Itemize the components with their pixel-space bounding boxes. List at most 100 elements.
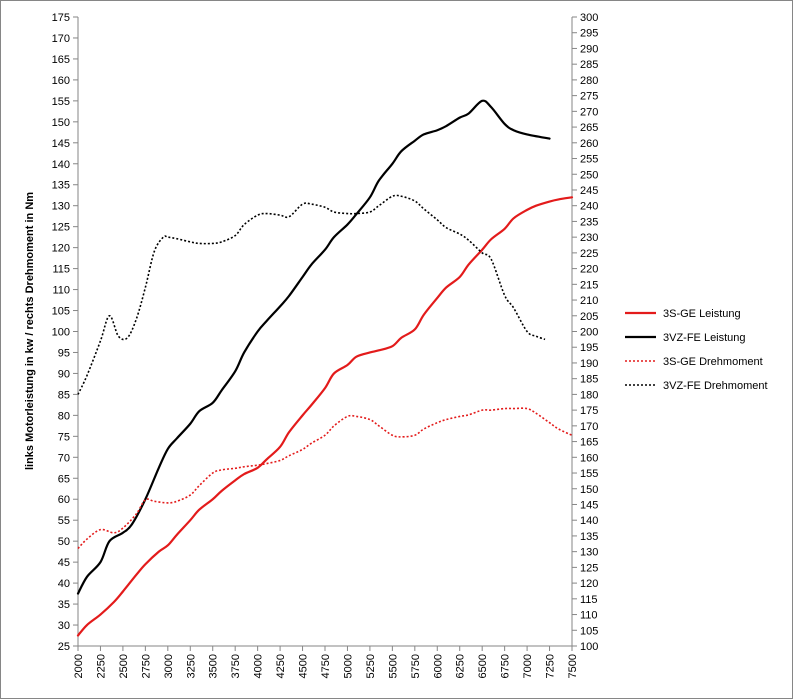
y-right-tick-label: 270 (580, 106, 598, 118)
x-tick-label: 3000 (163, 654, 175, 678)
x-tick-label: 6750 (500, 654, 512, 678)
x-tick-label: 4500 (298, 654, 310, 678)
y-right-tick-label: 145 (580, 499, 598, 511)
x-tick-label: 2000 (73, 654, 85, 678)
y-left-tick-label: 25 (58, 641, 70, 653)
y-right-tick-label: 230 (580, 232, 598, 244)
y-right-tick-label: 130 (580, 547, 598, 559)
series-line-3vz-fe-leistung (76, 99, 551, 595)
y-left-tick-label: 80 (58, 410, 70, 422)
y-left-tick-label: 125 (52, 222, 70, 234)
y-right-tick-label: 215 (580, 279, 598, 291)
x-tick-label: 2750 (140, 654, 152, 678)
y-right-tick-label: 285 (580, 59, 598, 71)
y-right-tick-label: 160 (580, 452, 598, 464)
y-left-tick-label: 130 (52, 201, 70, 213)
y-right-tick-label: 225 (580, 248, 598, 260)
x-tick-label: 4750 (320, 654, 332, 678)
y-right-tick-label: 170 (580, 421, 598, 433)
legend-label-3vz-fe-drehmoment: 3VZ-FE Drehmoment (663, 380, 768, 392)
y-axis-left-title: links Motorleistung in kw / rechts Drehm… (24, 192, 36, 470)
y-left-tick-label: 90 (58, 368, 70, 380)
axes: 25 30 35 40 45 50 55 60 65 70 75 80 85 90 95 100 105 110 1… (52, 12, 599, 678)
x-tick-label: 3750 (230, 654, 242, 678)
y-right-tick-label: 190 (580, 358, 598, 370)
y-left-tick-label: 60 (58, 494, 70, 506)
y-right-tick-label: 120 (580, 578, 598, 590)
y-left-tick-label: 40 (58, 578, 70, 590)
y-left-tick-label: 65 (58, 473, 70, 485)
y-right-tick-label: 175 (580, 405, 598, 417)
x-tick-label: 3500 (208, 654, 220, 678)
y-left-tick-label: 45 (58, 557, 70, 569)
y-right-tick-label: 235 (580, 216, 598, 228)
y-left-tick-label: 165 (52, 54, 70, 66)
y-right-tick-label: 165 (580, 437, 598, 449)
legend-label-3s-ge-leistung: 3S-GE Leistung (663, 308, 741, 320)
x-tick-label: 2500 (118, 654, 130, 678)
y-right-tick-label: 245 (580, 185, 598, 197)
y-right-tick-label: 105 (580, 625, 598, 637)
y-left-tick-label: 115 (52, 264, 70, 276)
y-right-tick-label: 240 (580, 201, 598, 213)
x-tick-label: 5750 (410, 654, 422, 678)
y-right-tick-label: 295 (580, 28, 598, 40)
y-right-tick-label: 110 (580, 610, 598, 622)
y-left-tick-label: 95 (58, 347, 70, 359)
y-left-tick-label: 85 (58, 389, 70, 401)
series-line-3s-ge-leistung (76, 196, 574, 637)
y-left-tick-label: 75 (58, 431, 70, 443)
x-tick-label: 5250 (365, 654, 377, 678)
legend-label-3vz-fe-leistung: 3VZ-FE Leistung (663, 332, 746, 344)
x-tick-label: 6250 (455, 654, 467, 678)
y-right-tick-label: 150 (580, 484, 598, 496)
y-right-tick-label: 115 (580, 594, 598, 606)
y-right-tick-label: 195 (580, 342, 598, 354)
y-right-tick-label: 140 (580, 515, 598, 527)
y-left-tick-label: 110 (52, 285, 70, 297)
y-right-tick-label: 260 (580, 138, 598, 150)
plot-area (78, 17, 572, 646)
y-left-tick-label: 150 (52, 117, 70, 129)
x-tick-label: 7000 (522, 654, 534, 678)
x-tick-label: 7250 (545, 654, 557, 678)
y-right-tick-label: 280 (580, 75, 598, 87)
y-left-tick-label: 55 (58, 515, 70, 527)
y-right-tick-label: 210 (580, 295, 598, 307)
y-right-tick-label: 185 (580, 374, 598, 386)
y-right-tick-label: 180 (580, 389, 598, 401)
y-left-tick-label: 100 (52, 327, 70, 339)
y-right-tick-label: 200 (580, 327, 598, 339)
x-tick-label: 4000 (253, 654, 265, 678)
y-left-tick-label: 35 (58, 599, 70, 611)
y-left-tick-label: 105 (52, 306, 70, 318)
plot-background (78, 17, 572, 646)
y-left-tick-label: 50 (58, 536, 70, 548)
x-tick-label: 6000 (432, 654, 444, 678)
y-left-tick-label: 70 (58, 452, 70, 464)
y-right-tick-label: 100 (580, 641, 598, 653)
y-left-tick-label: 120 (52, 243, 70, 255)
y-left-tick-label: 135 (52, 180, 70, 192)
y-right-tick-label: 265 (580, 122, 598, 134)
y-left-tick-label: 140 (52, 159, 70, 171)
y-right-tick-label: 205 (580, 311, 598, 323)
y-right-tick-label: 250 (580, 169, 598, 181)
series-layer (76, 99, 574, 637)
x-tick-label: 7500 (567, 654, 579, 678)
y-right-tick-label: 155 (580, 468, 598, 480)
x-tick-label: 5500 (387, 654, 399, 678)
x-tick-label: 6500 (477, 654, 489, 678)
y-right-tick-label: 135 (580, 531, 598, 543)
x-tick-label: 4250 (275, 654, 287, 678)
x-tick-label: 2250 (95, 654, 107, 678)
y-left-tick-label: 160 (52, 75, 70, 87)
y-right-tick-label: 125 (580, 562, 598, 574)
legend: 3S-GE Leistung 3VZ-FE Leistung 3S-GE Drehm… (625, 308, 768, 392)
x-tick-label: 5000 (342, 654, 354, 678)
y-right-tick-label: 300 (580, 12, 598, 24)
y-left-tick-label: 170 (52, 33, 70, 45)
y-left-tick-label: 155 (52, 96, 70, 108)
y-left-tick-label: 30 (58, 620, 70, 632)
